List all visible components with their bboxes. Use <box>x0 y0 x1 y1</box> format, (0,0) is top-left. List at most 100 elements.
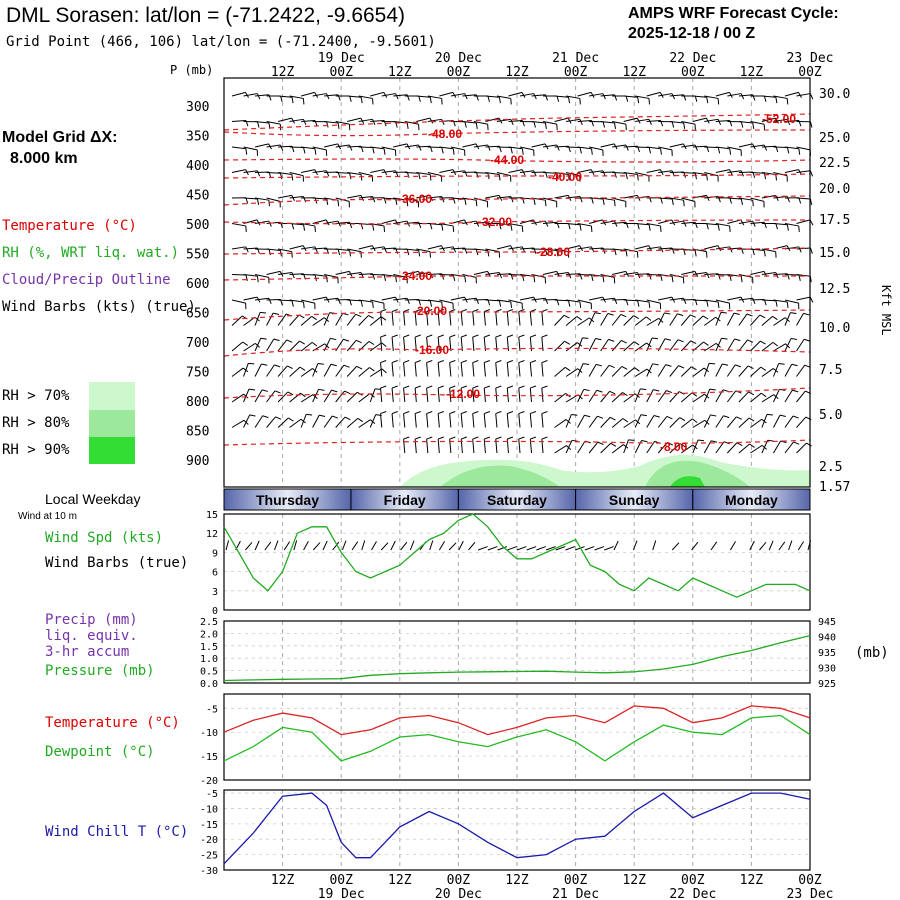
wind-barb <box>554 117 569 122</box>
wind-barb <box>657 390 667 403</box>
wind-barb <box>391 311 394 326</box>
wind-barb <box>669 143 684 148</box>
surface-wind-barb <box>293 540 298 551</box>
wind-barb-flag <box>533 170 537 177</box>
wind-barb <box>542 197 557 202</box>
wind-barb-flag <box>793 441 800 445</box>
wind-barb-flag <box>326 170 330 177</box>
wind-barb <box>358 419 371 428</box>
wind-barb-flag <box>740 170 744 177</box>
pressure-tick-label: 650 <box>186 307 209 322</box>
wind-barb-flag <box>418 250 421 257</box>
wind-barb <box>761 341 774 352</box>
wind-barb <box>577 91 592 97</box>
wind-barb-flag <box>641 440 648 443</box>
wind-barb <box>600 143 615 148</box>
wind-barb <box>565 172 580 177</box>
wind-barb <box>773 118 788 122</box>
wind-barb-flag <box>721 337 728 340</box>
precip-pressure-frame <box>223 620 811 684</box>
wind-barb-flag <box>403 385 410 389</box>
wind-barb <box>312 389 320 403</box>
wind-barb <box>635 95 650 99</box>
wind-barb-flag <box>280 95 283 102</box>
wind-barb <box>277 117 292 122</box>
wind-barb <box>370 91 384 97</box>
wind-barb <box>380 413 383 428</box>
wind-barb-flag <box>706 223 709 230</box>
pressure-tick-label: 500 <box>186 218 209 233</box>
wind-barb <box>437 413 440 428</box>
wind-barb-flag <box>620 314 627 318</box>
wind-barb-flag <box>337 122 340 129</box>
bottom-date-label: 20 Dec <box>435 887 482 900</box>
wind-barb-flag <box>311 315 317 321</box>
wind-barb <box>380 311 383 326</box>
wind-barb <box>460 311 463 326</box>
wind-barb-flag <box>495 411 502 415</box>
wind-barb <box>554 314 565 326</box>
wind-barb <box>483 439 486 454</box>
wind-barb <box>519 146 534 151</box>
wind-barb <box>542 248 558 251</box>
wind-barb-flag <box>679 443 686 448</box>
wind-barb-flag <box>464 93 468 100</box>
wind-barb-flag <box>571 414 578 416</box>
wind-barb <box>485 145 500 148</box>
wind-barb-flag <box>683 200 685 207</box>
wind-barb-flag <box>437 360 444 364</box>
wind-barb <box>369 342 382 352</box>
wind-barb <box>369 414 377 428</box>
wind-barb <box>277 313 287 326</box>
wind-barb <box>658 247 673 250</box>
rh-80-area <box>440 465 560 487</box>
wind-barb-flag <box>791 363 798 367</box>
wind-barb <box>439 146 454 150</box>
wind-barb-flag <box>414 360 421 364</box>
wind-barb <box>427 118 442 122</box>
wind-barb-flag <box>541 334 548 338</box>
wind-barb-flag <box>498 97 501 104</box>
wind-chill-tick-label: -15 <box>200 820 218 831</box>
wind-barb-flag <box>337 220 341 227</box>
wind-barb <box>726 312 735 326</box>
wind-barb <box>738 220 753 224</box>
wind-barb <box>692 172 707 175</box>
wind-barb <box>565 316 578 326</box>
wind-barb-flag <box>349 250 352 257</box>
wind-barb-flag <box>291 272 295 279</box>
wind-barb-flag <box>809 93 814 100</box>
wind-barb <box>669 443 681 454</box>
wind-barb-flag <box>579 98 581 105</box>
wind-barb <box>589 247 604 250</box>
wind-barb-flag <box>449 411 456 415</box>
wind-barb-flag <box>426 385 433 389</box>
wind-barb-flag <box>507 385 514 389</box>
isotherm-line <box>223 129 811 137</box>
precip-tick-label: 0.5 <box>200 667 218 678</box>
wind-barb-flag <box>748 391 755 396</box>
wind-barb-flag <box>268 249 271 256</box>
wind-barb <box>542 270 557 275</box>
wind-barb <box>738 365 749 377</box>
wind-barb-flag <box>260 337 267 340</box>
wind-barb <box>715 120 730 122</box>
surface-wind-barb <box>555 546 566 551</box>
wind-barb <box>681 172 696 174</box>
surface-wind-barb <box>487 546 498 551</box>
surface-wind-barb <box>458 540 464 551</box>
wind-barb <box>600 94 615 97</box>
wind-barb <box>347 145 362 148</box>
wind-barb-flag <box>498 223 502 230</box>
wind-barb <box>577 223 592 227</box>
wind-barb-flag <box>380 316 387 321</box>
wind-barb <box>531 274 546 278</box>
wind-barb <box>692 95 707 98</box>
wind-barb <box>554 392 566 403</box>
wind-barb-flag <box>291 174 294 181</box>
wind-barb-flag <box>533 121 536 128</box>
wind-barb-flag <box>752 122 755 129</box>
wind-barb-flag <box>710 440 718 443</box>
wind-barb <box>358 341 370 352</box>
wind-barb <box>646 441 655 454</box>
